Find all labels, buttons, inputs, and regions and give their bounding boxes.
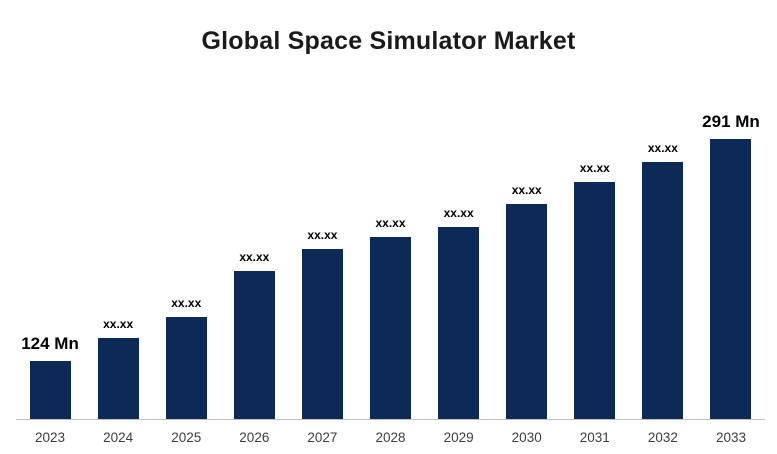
bar-group: 124 Mn (16, 334, 84, 419)
bar-value-label: xx.xx (375, 216, 406, 230)
bar-group: xx.xx (84, 317, 152, 419)
x-axis-label: 2029 (443, 429, 474, 445)
x-axis-label: 2026 (239, 429, 270, 445)
bar-value-label: xx.xx (171, 296, 202, 310)
bar-group: xx.xx (561, 161, 629, 419)
bar-value-label: xx.xx (307, 228, 338, 242)
bar-group: xx.xx (356, 216, 424, 419)
bar-group: xx.xx (425, 206, 493, 419)
bar (233, 271, 275, 419)
x-axis-label: 2033 (715, 429, 746, 445)
x-axis-label: 2031 (579, 429, 610, 445)
bar-group: xx.xx (493, 183, 561, 419)
x-axis-label: 2027 (307, 429, 338, 445)
bar (165, 317, 207, 419)
bar (97, 338, 139, 419)
bar-value-label: 124 Mn (21, 334, 79, 353)
bar (370, 237, 412, 419)
bar-group: xx.xx (152, 296, 220, 419)
bar-value-label: 291 Mn (702, 112, 760, 131)
x-axis-label: 2024 (103, 429, 134, 445)
x-axis-label: 2028 (375, 429, 406, 445)
bar-value-label: xx.xx (511, 183, 542, 197)
bar (642, 162, 684, 419)
bar (301, 249, 343, 419)
x-axis: 2023 2024 2025 2026 2027 2028 2029 2030 2031 2032… (16, 425, 765, 449)
x-axis-label: 2032 (647, 429, 678, 445)
bar-value-label: xx.xx (443, 206, 474, 220)
bar (438, 227, 480, 419)
chart-title: Global Space Simulator Market (201, 27, 576, 55)
bar (574, 182, 616, 419)
bar-group: 291 Mn (697, 112, 765, 419)
bar-group: xx.xx (288, 228, 356, 419)
bar (710, 139, 752, 419)
bar (506, 204, 548, 419)
x-axis-label: 2023 (35, 429, 66, 445)
bar-group: xx.xx (629, 141, 697, 419)
plot-area: 124 Mn xx.xx xx.xx xx.xx xx.xx xx.xx xx.xx xx.x… (16, 96, 765, 420)
bar-value-label: xx.xx (647, 141, 678, 155)
bar-value-label: xx.xx (239, 250, 270, 264)
bar-value-label: xx.xx (103, 317, 134, 331)
bar-value-label: xx.xx (579, 161, 610, 175)
bar (29, 361, 71, 419)
x-axis-label: 2030 (511, 429, 542, 445)
x-axis-label: 2025 (171, 429, 202, 445)
bar-group: xx.xx (220, 250, 288, 419)
